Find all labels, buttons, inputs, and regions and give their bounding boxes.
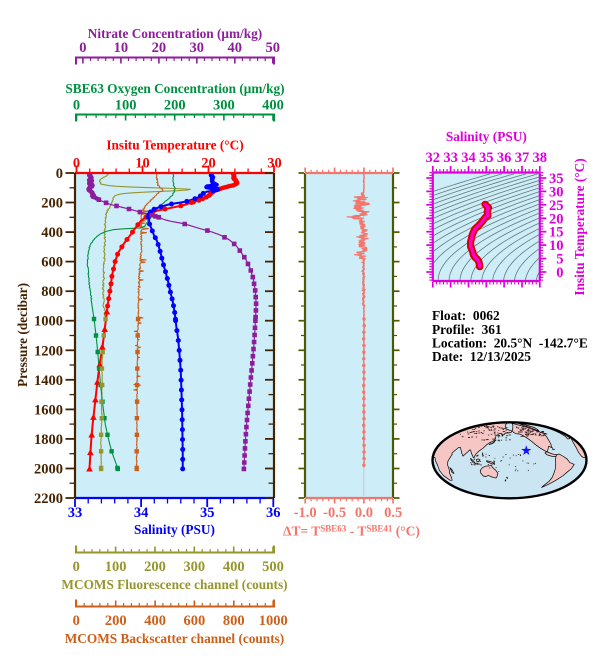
svg-text:50: 50 <box>266 40 281 56</box>
svg-text:0: 0 <box>73 559 80 575</box>
svg-text:600: 600 <box>184 613 206 629</box>
svg-text:400: 400 <box>262 98 284 114</box>
svg-text:32: 32 <box>426 150 441 166</box>
svg-text:37: 37 <box>515 150 530 166</box>
svg-text:34: 34 <box>461 150 476 166</box>
svg-text:35: 35 <box>549 171 564 187</box>
svg-text:SBE63 Oxygen Concentration (μm: SBE63 Oxygen Concentration (μm/kg) <box>65 81 284 96</box>
svg-text:0: 0 <box>73 613 80 629</box>
svg-text:Profile: 361: Profile: 361 <box>432 322 502 337</box>
svg-text:2200: 2200 <box>34 491 63 507</box>
svg-text:36: 36 <box>497 150 512 166</box>
svg-text:MCOMS Backscatter channel (cou: MCOMS Backscatter channel (counts) <box>65 631 285 646</box>
svg-text:10: 10 <box>549 238 564 254</box>
svg-text:0: 0 <box>73 98 80 114</box>
svg-text:Date: 12/13/2025: Date: 12/13/2025 <box>432 349 531 364</box>
svg-text:0.5: 0.5 <box>384 505 402 521</box>
svg-text:0: 0 <box>73 156 80 172</box>
svg-text:33: 33 <box>443 150 458 166</box>
svg-text:600: 600 <box>41 255 63 271</box>
svg-text:30: 30 <box>267 156 282 172</box>
svg-text:10: 10 <box>114 40 129 56</box>
svg-text:1600: 1600 <box>34 402 63 418</box>
svg-text:Salinity (PSU): Salinity (PSU) <box>134 522 215 537</box>
svg-text:400: 400 <box>144 613 166 629</box>
svg-text:800: 800 <box>41 284 63 300</box>
svg-text:1800: 1800 <box>34 432 63 448</box>
svg-text:0: 0 <box>556 265 563 281</box>
svg-text:40: 40 <box>228 40 243 56</box>
svg-text:300: 300 <box>213 98 235 114</box>
svg-text:0: 0 <box>56 166 63 182</box>
svg-text:-0.5: -0.5 <box>323 505 346 521</box>
svg-text:500: 500 <box>262 559 284 575</box>
svg-text:1400: 1400 <box>34 373 63 389</box>
svg-text:200: 200 <box>164 98 186 114</box>
svg-text:35: 35 <box>200 505 215 521</box>
svg-text:25: 25 <box>549 198 564 214</box>
svg-text:5: 5 <box>556 252 563 268</box>
svg-text:ΔT= TSBE63 - TSBE41 (°C): ΔT= TSBE63 - TSBE41 (°C) <box>283 524 420 539</box>
svg-text:36: 36 <box>266 505 281 521</box>
svg-text:30: 30 <box>549 184 564 200</box>
svg-text:800: 800 <box>223 613 245 629</box>
svg-text:-1.0: -1.0 <box>294 505 317 521</box>
svg-text:0.0: 0.0 <box>355 505 373 521</box>
svg-text:200: 200 <box>105 613 127 629</box>
svg-text:200: 200 <box>41 196 63 212</box>
svg-text:Location: 20.5°N -142.7°E: Location: 20.5°N -142.7°E <box>432 336 588 351</box>
svg-text:Insitu Temperature (°C): Insitu Temperature (°C) <box>106 138 243 153</box>
svg-text:20: 20 <box>152 40 167 56</box>
svg-text:MCOMS Fluorescence channel (co: MCOMS Fluorescence channel (counts) <box>61 577 287 592</box>
svg-text:100: 100 <box>105 559 127 575</box>
svg-text:Pressure (decibar): Pressure (decibar) <box>15 283 30 387</box>
svg-text:2000: 2000 <box>34 462 63 478</box>
svg-text:Salinity (PSU): Salinity (PSU) <box>446 129 527 144</box>
svg-text:0: 0 <box>79 40 86 56</box>
svg-text:Nitrate Concentration (μm/kg): Nitrate Concentration (μm/kg) <box>88 26 262 41</box>
svg-text:1000: 1000 <box>34 314 63 330</box>
svg-text:33: 33 <box>68 505 83 521</box>
svg-text:100: 100 <box>115 98 137 114</box>
svg-text:34: 34 <box>134 505 149 521</box>
svg-text:400: 400 <box>41 225 63 241</box>
svg-text:20: 20 <box>201 156 216 172</box>
svg-text:300: 300 <box>183 559 205 575</box>
svg-text:35: 35 <box>479 150 494 166</box>
svg-text:1000: 1000 <box>259 613 288 629</box>
svg-text:20: 20 <box>549 211 564 227</box>
svg-text:Insitu Temperature (°C): Insitu Temperature (°C) <box>572 158 587 295</box>
svg-text:Float: 0062: Float: 0062 <box>432 308 500 323</box>
svg-text:200: 200 <box>144 559 166 575</box>
svg-text:1200: 1200 <box>34 343 63 359</box>
svg-text:15: 15 <box>549 225 564 241</box>
svg-text:38: 38 <box>533 150 548 166</box>
svg-text:10: 10 <box>135 156 150 172</box>
svg-text:30: 30 <box>190 40 205 56</box>
svg-text:400: 400 <box>223 559 245 575</box>
